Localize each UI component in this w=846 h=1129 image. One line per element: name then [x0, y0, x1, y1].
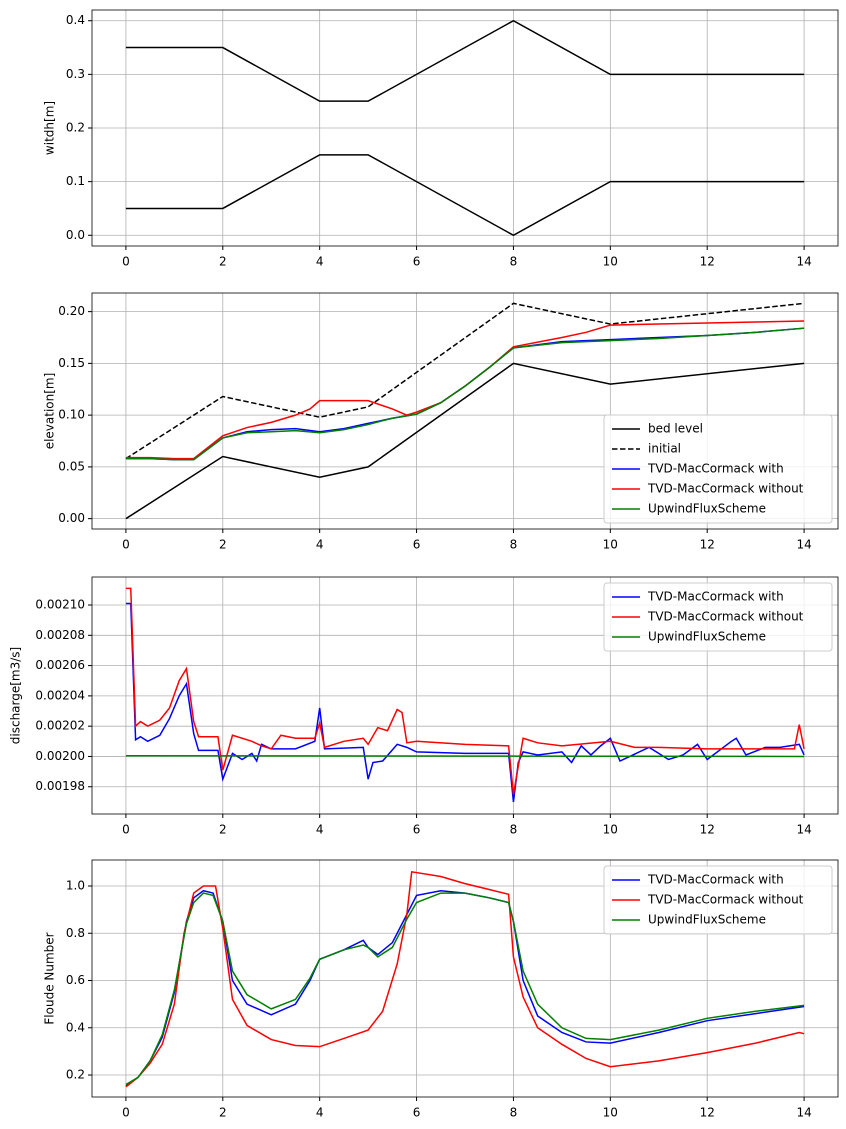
- legend-label: UpwindFluxScheme: [648, 502, 766, 516]
- y-tick-label: 0.3: [66, 67, 85, 81]
- x-tick-label: 12: [700, 255, 715, 269]
- y-axis-label: witdh[m]: [43, 101, 57, 155]
- x-tick-label: 10: [603, 1106, 618, 1120]
- x-tick-label: 8: [510, 1106, 518, 1120]
- x-tick-label: 14: [796, 823, 811, 837]
- axes-frame: [91, 9, 839, 247]
- y-tick-label: 1.0: [66, 878, 85, 892]
- series-line: [125, 302, 805, 460]
- y-tick-label: 0.00200: [35, 749, 85, 763]
- y-tick-label: 0.6: [66, 973, 85, 987]
- x-tick-label: 0: [122, 538, 130, 552]
- y-tick-label: 0.4: [66, 13, 85, 27]
- x-tick-label: 10: [603, 255, 618, 269]
- y-tick-label: 0.4: [66, 1020, 85, 1034]
- series-line: [125, 870, 805, 1088]
- x-tick-label: 0: [122, 255, 130, 269]
- axes: 0 2 4 6 8 10 12 14 0.0 0.1 0.2 0.3 0.4 witdh[m]: [43, 9, 839, 269]
- legend: bed level initial TVD-MacCormack with TVD-M…: [603, 414, 833, 524]
- legend: TVD-MacCormack with TVD-MacCormack withou…: [603, 582, 833, 652]
- x-tick-label: 0: [122, 823, 130, 837]
- x-tick-label: 6: [413, 1106, 421, 1120]
- x-tick-label: 6: [413, 255, 421, 269]
- legend-label: TVD-MacCormack without: [647, 482, 804, 496]
- axes-frame: [91, 576, 839, 815]
- x-tick-label: 2: [219, 538, 227, 552]
- series-line: [125, 587, 805, 795]
- legend-box: [603, 865, 833, 935]
- x-tick-label: 4: [316, 1106, 324, 1120]
- x-tick-label: 8: [510, 823, 518, 837]
- x-tick-label: 2: [219, 255, 227, 269]
- axes-frame: [91, 292, 839, 530]
- y-tick-label: 0.00210: [35, 598, 85, 612]
- legend-box: [603, 582, 833, 652]
- y-tick-label: 0.2: [66, 1068, 85, 1082]
- series-line: [125, 602, 805, 802]
- series-line: [125, 892, 805, 1086]
- y-tick-label: 0.00: [58, 511, 85, 525]
- y-tick-label: 0.1: [66, 174, 85, 188]
- x-tick-label: 10: [603, 538, 618, 552]
- x-tick-label: 4: [316, 538, 324, 552]
- x-tick-label: 2: [219, 1106, 227, 1120]
- legend-label: TVD-MacCormack with: [647, 462, 784, 476]
- legend-label: TVD-MacCormack with: [647, 873, 784, 887]
- y-tick-label: 0.10: [58, 408, 85, 422]
- x-tick-label: 12: [700, 823, 715, 837]
- series-line: [125, 754, 805, 758]
- x-tick-label: 14: [796, 255, 811, 269]
- axes: 0 2 4 6 8 10 12 14 0.2 0.4 0.6 0.8 1.0 Floude Number T…: [43, 859, 839, 1120]
- legend-box: [603, 414, 833, 524]
- x-tick-label: 2: [219, 823, 227, 837]
- x-tick-label: 6: [413, 823, 421, 837]
- y-tick-label: 0.00198: [35, 779, 85, 793]
- legend: TVD-MacCormack with TVD-MacCormack withou…: [603, 865, 833, 935]
- series-line: [125, 362, 805, 520]
- y-tick-label: 0.00204: [35, 688, 85, 702]
- x-tick-label: 8: [510, 538, 518, 552]
- x-tick-label: 14: [796, 538, 811, 552]
- x-tick-label: 12: [700, 538, 715, 552]
- series-line: [125, 327, 805, 461]
- x-tick-label: 4: [316, 823, 324, 837]
- legend-label: initial: [648, 442, 681, 456]
- x-tick-label: 10: [603, 823, 618, 837]
- x-tick-label: 12: [700, 1106, 715, 1120]
- y-tick-label: 0.0: [66, 228, 85, 242]
- y-tick-label: 0.05: [58, 459, 85, 473]
- x-tick-label: 0: [122, 1106, 130, 1120]
- y-axis-label: elevation[m]: [43, 373, 57, 450]
- y-tick-label: 0.00208: [35, 628, 85, 642]
- y-axis-label: discharge[m3/s]: [9, 647, 23, 744]
- legend-label: TVD-MacCormack with: [647, 590, 784, 604]
- x-tick-label: 6: [413, 538, 421, 552]
- series-line: [125, 19, 805, 102]
- x-tick-label: 4: [316, 255, 324, 269]
- x-tick-label: 14: [796, 1106, 811, 1120]
- y-tick-label: 0.00206: [35, 658, 85, 672]
- y-tick-label: 0.15: [58, 356, 85, 370]
- legend-label: TVD-MacCormack without: [647, 893, 804, 907]
- series-line: [125, 320, 805, 460]
- x-tick-label: 8: [510, 255, 518, 269]
- legend-label: TVD-MacCormack without: [647, 610, 804, 624]
- y-tick-label: 0.8: [66, 926, 85, 940]
- axes: 0 2 4 6 8 10 12 14 0.00198 0.00200 0.00202 0.00204 0…: [9, 576, 839, 837]
- axes-frame: [91, 859, 839, 1098]
- y-tick-label: 0.2: [66, 121, 85, 135]
- legend-label: UpwindFluxScheme: [648, 913, 766, 927]
- legend-label: UpwindFluxScheme: [648, 630, 766, 644]
- series-line: [125, 154, 805, 237]
- y-tick-label: 0.20: [58, 304, 85, 318]
- y-tick-label: 0.00202: [35, 719, 85, 733]
- axes: 0 2 4 6 8 10 12 14 0.00 0.05 0.10 0.15 0.20 elevation…: [43, 292, 839, 552]
- y-axis-label: Floude Number: [43, 932, 57, 1024]
- legend-label: bed level: [648, 422, 703, 436]
